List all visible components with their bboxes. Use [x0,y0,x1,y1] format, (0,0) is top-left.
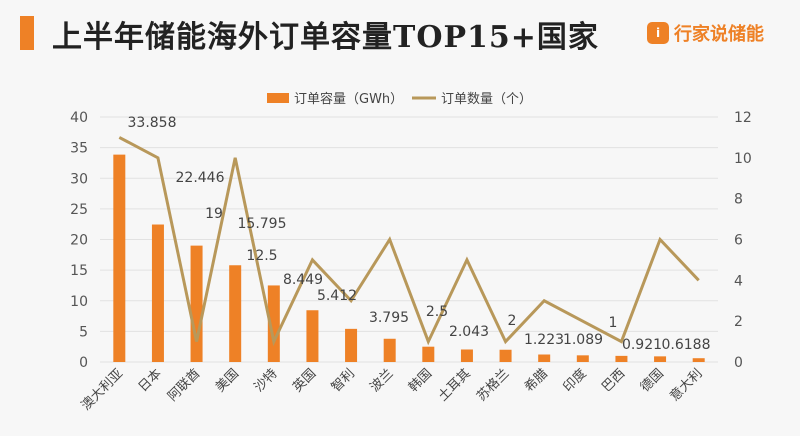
right-axis-tick: 8 [734,192,743,208]
bar [267,285,280,362]
left-axis-tick: 15 [70,263,88,279]
category-label: 智利 [329,366,358,395]
bar [383,338,396,362]
bar-data-label: 0.6188 [662,337,711,353]
bar [151,224,164,362]
category-label: 意大利 [667,366,706,405]
bar-data-label: 12.5 [246,248,277,264]
bar-data-label: 33.858 [128,115,177,131]
bar [576,355,589,362]
logo-icon: i [647,22,669,44]
bar-data-label: 8.449 [283,272,323,288]
category-label: 澳大利亚 [78,366,126,414]
right-axis-tick: 10 [734,151,752,167]
legend-bar-swatch [267,93,289,103]
bar-data-label: 2.5 [426,304,448,320]
category-label: 英国 [290,366,319,395]
left-axis-tick: 35 [70,141,88,157]
category-label: 巴西 [599,366,628,395]
left-axis-tick: 20 [70,233,88,249]
legend-line-label: 订单数量（个） [441,92,532,107]
page-title: 上半年储能海外订单容量TOP15+国家 [52,20,599,55]
bar-data-label: 3.795 [369,310,409,326]
bar-data-label: 22.446 [176,170,225,186]
bar-data-label: 0.921 [622,337,662,353]
bar [538,354,551,362]
bar [692,358,705,362]
left-axis-tick: 25 [70,202,88,218]
right-axis-tick: 2 [734,314,743,330]
left-axis-tick: 40 [70,110,88,126]
legend-bar-label: 订单容量（GWh） [294,91,403,107]
category-label: 阿联酋 [164,366,203,405]
bar-data-label: 2.043 [449,324,489,340]
right-axis-tick: 6 [734,233,743,249]
logo-text: 行家说储能 [674,24,764,45]
bar [460,349,473,362]
category-label: 苏格兰 [473,366,512,405]
bar-data-label: 1.089 [563,332,603,348]
bar-data-label: 15.795 [238,216,287,232]
category-label: 日本 [136,366,165,395]
left-axis-tick: 10 [70,294,88,310]
title-accent-bar [20,16,34,50]
bar [229,265,242,362]
category-label: 希腊 [522,366,551,395]
bar [615,355,628,362]
bar [306,310,319,362]
logo: i 行家说储能 [647,20,764,46]
left-axis-tick: 0 [79,355,88,371]
bar-data-label: 5.412 [317,288,357,304]
bar [499,349,512,362]
category-label: 韩国 [406,366,435,395]
bar [654,356,667,362]
right-axis-tick: 0 [734,355,743,371]
bar-data-label: 19 [205,206,223,222]
bar-data-label: 1.223 [524,332,564,348]
category-label: 土耳其 [436,366,474,404]
right-axis-tick: 12 [734,110,752,126]
bar-data-label: 2 [508,313,517,329]
category-label: 沙特 [252,366,281,395]
left-axis-tick: 5 [79,324,88,340]
bar [190,245,203,362]
bar [422,346,435,362]
bar [345,328,358,362]
category-label: 印度 [560,366,590,396]
bar [113,154,126,362]
line-series [118,136,700,347]
right-axis-tick: 4 [734,273,743,289]
category-label: 美国 [213,366,242,395]
left-axis-tick: 30 [70,171,88,187]
category-label: 波兰 [368,366,397,395]
category-label: 德国 [638,366,667,395]
bar-data-label: 1 [609,315,618,331]
